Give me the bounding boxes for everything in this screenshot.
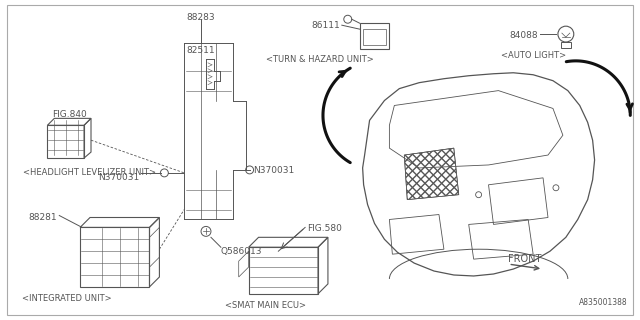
Text: 88283: 88283 (187, 13, 215, 22)
Text: N370031: N370031 (253, 166, 295, 175)
Circle shape (246, 166, 253, 174)
Circle shape (161, 169, 168, 177)
Circle shape (553, 185, 559, 191)
Circle shape (476, 192, 481, 198)
Circle shape (201, 227, 211, 236)
Text: <AUTO LIGHT>: <AUTO LIGHT> (500, 51, 566, 60)
Text: 88281: 88281 (29, 212, 58, 221)
Circle shape (344, 15, 352, 23)
Text: FRONT: FRONT (508, 254, 541, 264)
Text: Q586013: Q586013 (221, 247, 262, 256)
Text: 84088: 84088 (509, 31, 538, 40)
Text: FIG.840: FIG.840 (52, 110, 87, 119)
Text: 82511: 82511 (186, 46, 215, 55)
Text: 86111: 86111 (311, 21, 340, 30)
Text: <HEADLIGHT LEVELIZER UNIT>: <HEADLIGHT LEVELIZER UNIT> (22, 168, 156, 177)
Text: A835001388: A835001388 (579, 298, 627, 307)
Text: FIG.580: FIG.580 (307, 224, 342, 233)
Circle shape (558, 26, 574, 42)
Text: <SMAT MAIN ECU>: <SMAT MAIN ECU> (225, 301, 306, 310)
Text: <INTEGRATED UNIT>: <INTEGRATED UNIT> (22, 294, 112, 303)
Text: <TURN & HAZARD UNIT>: <TURN & HAZARD UNIT> (266, 55, 374, 64)
Text: N370031: N370031 (99, 173, 140, 182)
